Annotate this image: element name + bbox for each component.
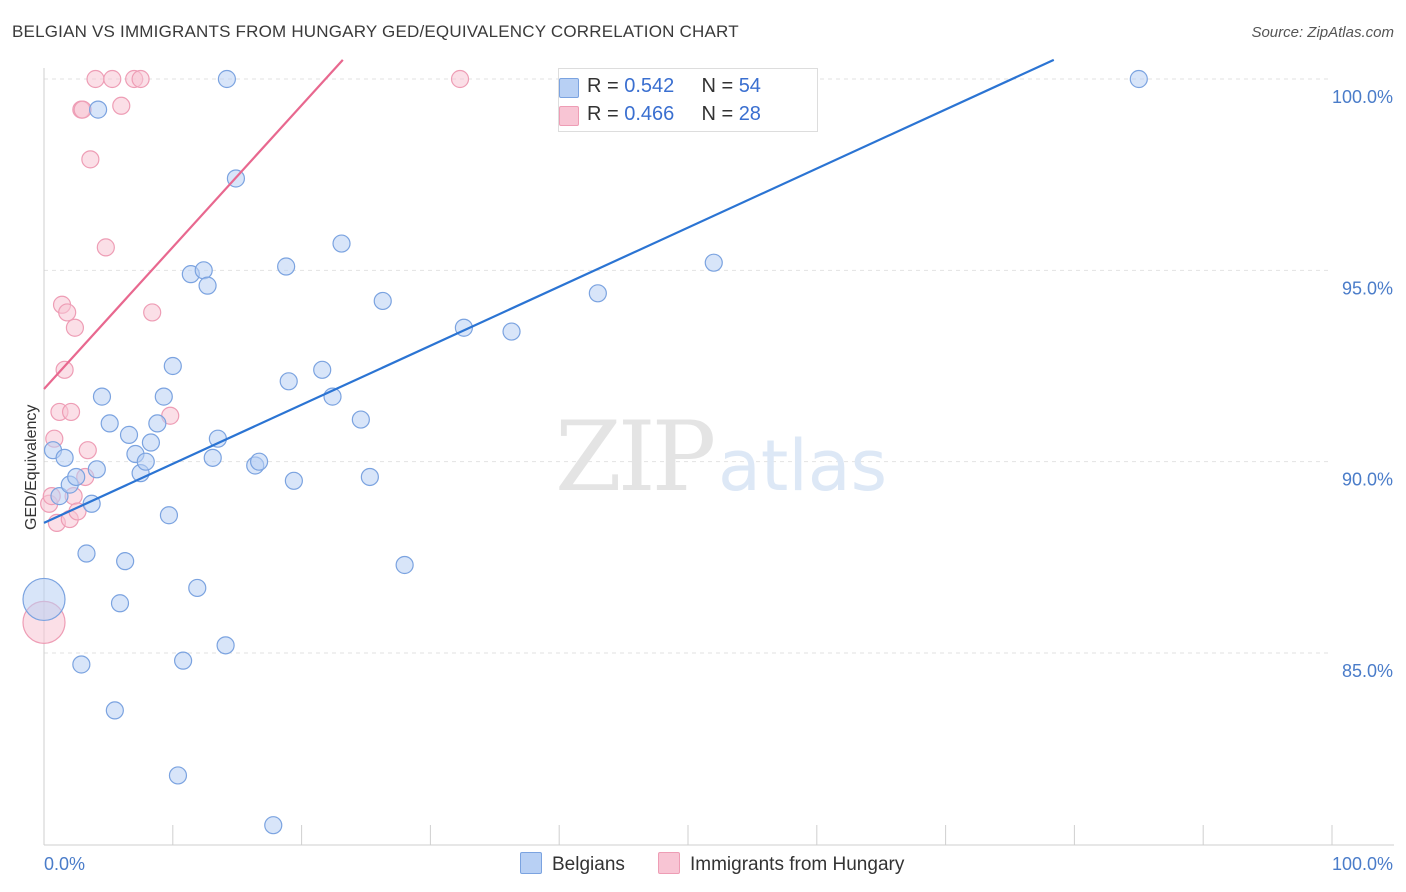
legend-n-label: N = (701, 75, 739, 97)
data-point (208, 429, 227, 448)
data-point (188, 578, 207, 598)
data-point (143, 303, 162, 322)
axes (43, 68, 1394, 846)
x-tick-label: 100.0% (1332, 854, 1393, 874)
data-point (72, 655, 91, 674)
y-tick-labels: 85.0% 90.0% 95.0% 100.0% (1332, 87, 1393, 681)
bottom-legend-hungary: Immigrants from Hungary (658, 852, 904, 876)
y-tick-label: 85.0% (1342, 661, 1393, 681)
data-point (1129, 69, 1148, 89)
grid-lines (44, 78, 1332, 654)
watermark: ZIP atlas (555, 401, 887, 513)
trend-line-belgians (43, 58, 1055, 524)
data-point (86, 69, 105, 89)
data-point (110, 594, 130, 613)
data-point (163, 356, 182, 376)
data-point (88, 100, 108, 119)
data-point (198, 276, 217, 295)
data-point (194, 261, 213, 280)
data-point (73, 100, 92, 119)
data-point (216, 636, 235, 655)
chart-title: BELGIAN VS IMMIGRANTS FROM HUNGARY GED/E… (12, 22, 739, 41)
data-point (351, 410, 370, 429)
data-point (154, 387, 173, 406)
watermark-zip: ZIP (555, 401, 714, 513)
data-point (105, 701, 124, 720)
data-point (373, 291, 392, 311)
data-point (96, 238, 115, 257)
legend-r-value: 0.542 (624, 75, 675, 97)
data-point (92, 387, 112, 406)
legend-swatch-pink (559, 106, 579, 126)
x-tick-label: 0.0% (44, 854, 85, 874)
data-point (502, 322, 521, 341)
data-point (141, 433, 161, 452)
bottom-legend-label: Belgians (552, 854, 625, 875)
bottom-legend-swatch-blue (520, 852, 542, 874)
data-point (50, 487, 69, 506)
legend-r-label: R = (587, 75, 625, 97)
data-point (264, 816, 283, 835)
data-point (284, 471, 303, 490)
data-point (249, 452, 269, 471)
data-point (203, 448, 222, 467)
y-axis-label: GED/Equivalency (23, 405, 40, 530)
data-point (279, 372, 298, 391)
data-point (22, 577, 66, 622)
data-point (67, 467, 86, 487)
series-belgians-points (22, 69, 1148, 835)
data-point (112, 96, 131, 115)
data-point (332, 234, 351, 253)
trend-line-hungary (43, 59, 344, 390)
data-point (119, 425, 139, 444)
watermark-atlas: atlas (718, 425, 887, 507)
data-point (588, 284, 607, 303)
data-point (360, 467, 379, 487)
legend-r-label: R = (587, 103, 625, 125)
data-point (87, 460, 106, 479)
data-point (148, 414, 167, 433)
legend-row-hungary: R = 0.466 N = 28 (559, 103, 761, 126)
x-tick-labels: 0.0% 100.0% (44, 854, 1393, 874)
data-point (174, 651, 193, 670)
data-point (704, 253, 723, 272)
data-point (395, 555, 414, 575)
data-point (65, 318, 85, 337)
data-point (103, 69, 122, 89)
data-point (131, 69, 150, 89)
data-point (450, 69, 470, 89)
bottom-legend-swatch-pink (658, 852, 680, 874)
legend-box: R = 0.542 N = 54 R = 0.466 N = 28 (558, 68, 818, 132)
data-point (159, 506, 179, 525)
legend-n-value: 54 (738, 75, 761, 97)
data-point (78, 441, 97, 460)
bottom-legend-label: Immigrants from Hungary (690, 854, 905, 875)
legend-swatch-blue (559, 78, 579, 98)
data-point (313, 360, 332, 379)
data-point (168, 766, 188, 785)
legend-n-value: 28 (738, 103, 761, 125)
y-tick-label: 95.0% (1342, 278, 1393, 298)
data-point (136, 452, 155, 471)
data-point (81, 150, 100, 169)
source-credit: Source: ZipAtlas.com (1251, 24, 1394, 41)
data-point (55, 360, 74, 379)
y-tick-label: 90.0% (1342, 470, 1393, 490)
bottom-legend-belgians: Belgians (520, 852, 625, 876)
legend-n-label: N = (701, 103, 739, 125)
data-point (116, 552, 135, 571)
data-point (55, 448, 74, 467)
data-point (61, 402, 81, 422)
data-point (58, 303, 77, 322)
data-point (77, 544, 96, 563)
data-point (217, 69, 236, 89)
legend-r-value: 0.466 (624, 103, 675, 125)
legend-row-belgians: R = 0.542 N = 54 (559, 75, 761, 98)
data-point (100, 414, 119, 433)
y-tick-label: 100.0% (1332, 87, 1393, 107)
trend-lines (43, 58, 1055, 524)
data-point (277, 257, 296, 276)
